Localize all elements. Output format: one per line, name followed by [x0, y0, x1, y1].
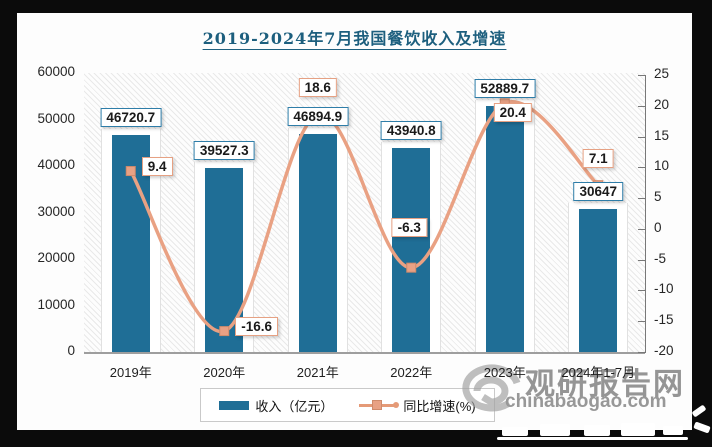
legend-item-revenue: 收入（亿元） [219, 396, 333, 415]
right-axis-tick-label: 10 [654, 158, 670, 174]
left-axis-tick-label: 40000 [37, 157, 75, 172]
revenue-bar [485, 106, 524, 352]
revenue-bar [579, 209, 618, 352]
x-axis-category-label: 2024年1-7月 [561, 365, 636, 380]
right-axis-tickmark [638, 259, 645, 261]
right-axis-tickmark [638, 105, 645, 107]
bar-glow-band [474, 100, 535, 352]
chart-title: 2019-2024年7月我国餐饮收入及增速 [202, 29, 507, 48]
right-axis-tickmark [638, 290, 645, 292]
bar-value-label: 46894.9 [287, 106, 349, 126]
revenue-bar [298, 133, 337, 352]
x-axis-category-label: 2019年 [109, 365, 152, 380]
growth-marker [125, 166, 136, 177]
bar-value-label: 39527.3 [193, 141, 255, 161]
bar-value-label: 43940.8 [380, 120, 442, 140]
left-axis-tick-label: 10000 [37, 296, 75, 312]
left-axis-tick-label: 30000 [37, 203, 75, 219]
left-axis-tick-label: 0 [67, 343, 75, 358]
swirl-logo-icon [462, 364, 521, 412]
bar-glow-band [194, 162, 255, 352]
left-axis-tick-label: 60000 [37, 64, 75, 79]
right-axis-tickmark [638, 75, 645, 76]
bar-value-label: 52889.7 [474, 79, 536, 99]
growth-marker [219, 326, 230, 337]
right-axis-tickmark [638, 167, 645, 169]
x-axis-line [84, 352, 645, 354]
legend: 收入（亿元） 同比增速(%) [200, 388, 495, 422]
right-axis-tick-label: -5 [654, 250, 667, 266]
right-axis-tickmark [638, 136, 645, 138]
right-axis-tick-label: 25 [654, 66, 670, 81]
bar-value-label: 46720.7 [100, 107, 162, 127]
plot-area [84, 73, 645, 352]
x-axis-category-label: 2021年 [296, 365, 339, 380]
revenue-swatch-icon [219, 400, 250, 410]
right-axis-tick-label: 0 [654, 219, 662, 235]
right-axis-tickmark [638, 321, 645, 323]
growth-value-label: 18.6 [298, 78, 337, 98]
right-axis-tickmark [638, 198, 645, 200]
x-axis-category-label: 2022年 [390, 365, 433, 380]
right-axis-tick-label: 20 [654, 96, 670, 112]
growth-value-label: -16.6 [235, 317, 279, 337]
growth-line [129, 100, 600, 333]
growth-value-label: -6.3 [391, 217, 427, 237]
right-axis-line [645, 75, 646, 353]
bar-value-label: 30647 [573, 182, 624, 202]
left-axis-tick-label: 20000 [37, 250, 75, 265]
growth-marker [406, 262, 417, 273]
right-axis-tick-label: 5 [654, 189, 662, 205]
chart-card: 2019-2024年7月我国餐饮收入及增速 60000 50000 40000 300… [17, 13, 692, 430]
watermark-brand: 观研报告网 [525, 367, 685, 402]
watermark-domain: chinabaogao.com [505, 391, 667, 412]
x-axis-category-label: 2020年 [203, 365, 246, 380]
right-axis-tick-label: -10 [654, 281, 674, 297]
growth-value-label: 9.4 [141, 157, 173, 177]
right-axis-tickmark [638, 352, 645, 353]
bar-glow-band [568, 203, 629, 352]
right-axis-tick-label: -15 [654, 312, 674, 328]
right-axis-tickmark [638, 228, 645, 230]
legend-label-growth: 同比增速(%) [403, 398, 476, 414]
revenue-bar [392, 147, 431, 352]
right-axis-tick-label: 15 [654, 127, 670, 143]
left-axis-tick-label: 50000 [37, 110, 75, 126]
bar-glow-band [381, 141, 442, 352]
legend-item-growth: 同比增速(%) [359, 396, 476, 415]
right-axis-tick-label: -20 [654, 343, 674, 358]
growth-swatch-icon [359, 400, 400, 410]
growth-value-label: 20.4 [493, 103, 532, 123]
x-axis-category-label: 2023年 [483, 365, 526, 380]
growth-value-label: 7.1 [582, 149, 614, 169]
bar-glow-band [287, 127, 348, 352]
legend-label-revenue: 收入（亿元） [255, 398, 334, 414]
